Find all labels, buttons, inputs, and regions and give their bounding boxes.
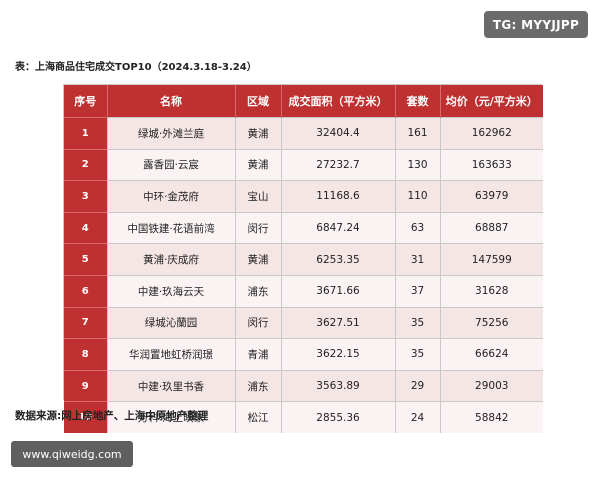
- header-units: 套数: [395, 85, 441, 118]
- table-row: 2 露香园·云宸 黄浦 27232.7 130 163633: [64, 148, 543, 181]
- cell-name: 中建·玖里书香: [107, 369, 236, 402]
- cell-units: 35: [395, 338, 441, 371]
- cell-name: 中建·玖海云天: [107, 274, 236, 308]
- header-name: 名称: [107, 85, 236, 118]
- cell-name: 露香园·云宸: [107, 148, 236, 181]
- cell-name: 绿城·外滩兰庭: [107, 117, 236, 150]
- header-avg-price: 均价（元/平方米）: [440, 85, 543, 118]
- cell-name: 绿城沁蘭园: [107, 306, 236, 339]
- cell-avg-price: 31628: [440, 274, 543, 308]
- cell-district: 闵行: [235, 306, 282, 339]
- cell-avg-price: 68887: [440, 211, 543, 244]
- cell-area: 6847.24: [281, 211, 396, 244]
- sales-table-container: 序号 名称 区域 成交面积（平方米） 套数 均价（元/平方米） 1 绿城·外滩兰…: [63, 84, 543, 433]
- cell-district: 黄浦: [235, 148, 282, 181]
- cell-avg-price: 29003: [440, 369, 543, 402]
- table-row: 3 中环·金茂府 宝山 11168.6 110 63979: [64, 180, 543, 213]
- cell-avg-price: 58842: [440, 401, 543, 433]
- cell-district: 松江: [235, 401, 282, 433]
- cell-name: 万科·海上映象: [107, 401, 236, 433]
- table-row: 9 中建·玖里书香 浦东 3563.89 29 29003: [64, 369, 543, 402]
- cell-area: 3563.89: [281, 369, 396, 402]
- cell-area: 27232.7: [281, 148, 396, 181]
- cell-rank: 10: [64, 401, 108, 433]
- header-district: 区域: [235, 85, 282, 118]
- cell-name: 中环·金茂府: [107, 180, 236, 213]
- cell-avg-price: 163633: [440, 148, 543, 181]
- cell-avg-price: 162962: [440, 117, 543, 150]
- cell-area: 32404.4: [281, 117, 396, 150]
- tg-watermark-badge: TG: MYYJJPP: [484, 11, 588, 38]
- cell-area: 11168.6: [281, 180, 396, 213]
- cell-district: 黄浦: [235, 243, 282, 276]
- cell-units: 161: [395, 117, 441, 150]
- cell-rank: 9: [64, 369, 108, 402]
- cell-area: 3627.51: [281, 306, 396, 339]
- url-watermark-badge: www.qiweidg.com: [11, 441, 133, 467]
- cell-rank: 5: [64, 243, 108, 276]
- cell-area: 3671.66: [281, 274, 396, 308]
- table-row: 6 中建·玖海云天 浦东 3671.66 37 31628: [64, 274, 543, 308]
- cell-district: 浦东: [235, 274, 282, 308]
- cell-rank: 3: [64, 180, 108, 213]
- header-rank: 序号: [64, 85, 108, 118]
- cell-avg-price: 63979: [440, 180, 543, 213]
- cell-avg-price: 75256: [440, 306, 543, 339]
- table-caption: 表：上海商品住宅成交TOP10（2024.3.18-3.24）: [15, 62, 257, 73]
- cell-rank: 2: [64, 148, 108, 181]
- cell-units: 24: [395, 401, 441, 433]
- table-row: 1 绿城·外滩兰庭 黄浦 32404.4 161 162962: [64, 117, 543, 150]
- cell-avg-price: 66624: [440, 338, 543, 371]
- cell-name: 中国铁建·花语前湾: [107, 211, 236, 244]
- table-row: 8 华润置地虹桥润璟 青浦 3622.15 35 66624: [64, 338, 543, 371]
- table-row: 10 万科·海上映象 松江 2855.36 24 58842: [64, 401, 543, 433]
- cell-district: 宝山: [235, 180, 282, 213]
- cell-name: 黄浦·庆成府: [107, 243, 236, 276]
- cell-district: 浦东: [235, 369, 282, 402]
- header-area: 成交面积（平方米）: [281, 85, 396, 118]
- table-row: 4 中国铁建·花语前湾 闵行 6847.24 63 68887: [64, 211, 543, 244]
- cell-district: 青浦: [235, 338, 282, 371]
- sales-table: 序号 名称 区域 成交面积（平方米） 套数 均价（元/平方米） 1 绿城·外滩兰…: [64, 85, 543, 433]
- cell-rank: 8: [64, 338, 108, 371]
- cell-units: 37: [395, 274, 441, 308]
- cell-area: 2855.36: [281, 401, 396, 433]
- cell-units: 29: [395, 369, 441, 402]
- cell-units: 130: [395, 148, 441, 181]
- cell-area: 3622.15: [281, 338, 396, 371]
- cell-rank: 7: [64, 306, 108, 339]
- cell-rank: 1: [64, 117, 108, 150]
- cell-district: 闵行: [235, 211, 282, 244]
- cell-units: 35: [395, 306, 441, 339]
- cell-units: 31: [395, 243, 441, 276]
- table-row: 7 绿城沁蘭园 闵行 3627.51 35 75256: [64, 306, 543, 339]
- cell-district: 黄浦: [235, 117, 282, 150]
- cell-name: 华润置地虹桥润璟: [107, 338, 236, 371]
- cell-units: 63: [395, 211, 441, 244]
- table-row: 5 黄浦·庆成府 黄浦 6253.35 31 147599: [64, 243, 543, 276]
- cell-area: 6253.35: [281, 243, 396, 276]
- cell-units: 110: [395, 180, 441, 213]
- cell-avg-price: 147599: [440, 243, 543, 276]
- table-header-row: 序号 名称 区域 成交面积（平方米） 套数 均价（元/平方米）: [64, 85, 543, 118]
- cell-rank: 4: [64, 211, 108, 244]
- cell-rank: 6: [64, 274, 108, 308]
- data-source-note: 数据来源:网上房地产、上海中原地产整理: [15, 410, 209, 422]
